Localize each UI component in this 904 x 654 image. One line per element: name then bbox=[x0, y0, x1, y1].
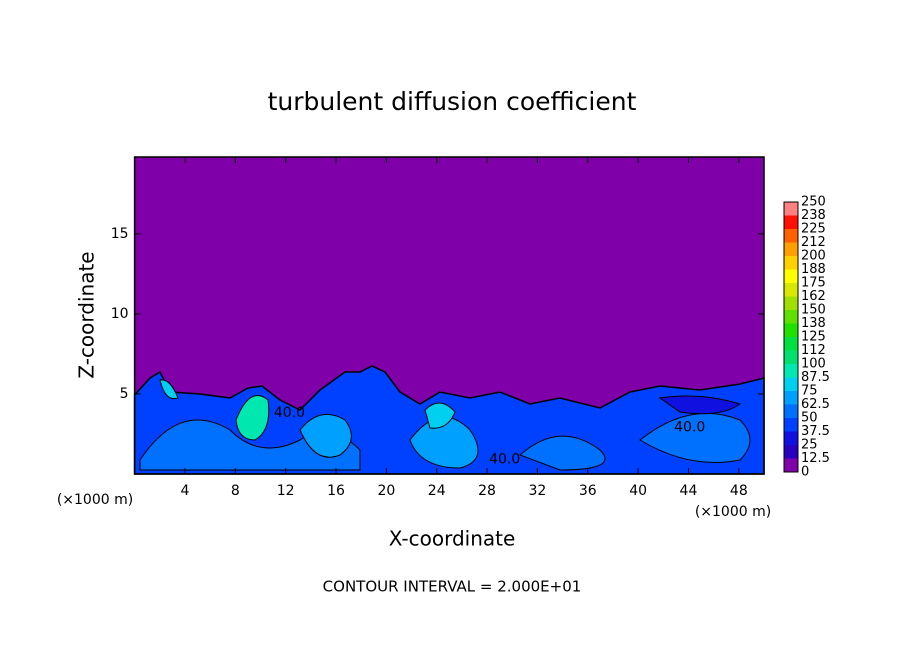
colorbar-label: 162 bbox=[801, 289, 826, 304]
x-tick-label: 36 bbox=[579, 483, 597, 499]
colorbar-label: 112 bbox=[801, 343, 826, 358]
colorbar-label: 188 bbox=[801, 262, 826, 277]
colorbar-label: 0 bbox=[801, 465, 809, 480]
colorbar-label: 37.5 bbox=[801, 424, 830, 439]
x-tick-label: 12 bbox=[277, 483, 295, 499]
x-tick-label: 20 bbox=[377, 483, 395, 499]
colorbar-band bbox=[784, 242, 798, 256]
colorbar-label: 212 bbox=[801, 235, 826, 250]
colorbar-band bbox=[784, 310, 798, 324]
turbulent-region bbox=[299, 413, 352, 458]
footer-note: CONTOUR INTERVAL = 2.000E+01 bbox=[323, 578, 582, 596]
colorbar-frame bbox=[783, 201, 799, 473]
y-axis-label: Z-coordinate bbox=[75, 251, 99, 378]
chart-title: turbulent diffusion coefficient bbox=[268, 87, 637, 116]
turbulent-region bbox=[519, 435, 606, 471]
colorbar-band bbox=[784, 269, 798, 283]
colorbar-band bbox=[784, 377, 798, 391]
x-tick-label: 16 bbox=[327, 483, 345, 499]
colorbar-band bbox=[784, 202, 798, 216]
colorbar-label: 138 bbox=[801, 316, 826, 331]
colorbar-band bbox=[784, 404, 798, 418]
colorbar-band bbox=[784, 215, 798, 229]
y-tick-label: 10 bbox=[111, 306, 129, 322]
colorbar-band bbox=[784, 350, 798, 364]
colorbar-label: 25 bbox=[801, 438, 818, 453]
colorbar-label: 50 bbox=[801, 411, 818, 426]
y-tick-label: 5 bbox=[120, 386, 129, 402]
colorbar-band bbox=[784, 323, 798, 337]
colorbar-label: 100 bbox=[801, 357, 826, 372]
colorbar-band bbox=[784, 296, 798, 310]
x-tick-label: 48 bbox=[730, 483, 748, 499]
colorbar-band bbox=[784, 364, 798, 378]
colorbar-label: 12.5 bbox=[801, 451, 830, 466]
plot-frame bbox=[133, 156, 765, 475]
turbulent-region bbox=[424, 402, 456, 429]
field bbox=[133, 157, 765, 475]
contour-label: 40.0 bbox=[489, 452, 520, 468]
x-unit: (×1000 m) bbox=[57, 492, 133, 508]
colorbar-band bbox=[784, 229, 798, 243]
colorbar-label: 62.5 bbox=[801, 397, 830, 412]
x-tick-label: 24 bbox=[428, 483, 446, 499]
colorbar-band bbox=[784, 445, 798, 459]
colorbar-label: 225 bbox=[801, 222, 826, 237]
colorbar-label: 200 bbox=[801, 249, 826, 264]
colorbar-label: 125 bbox=[801, 330, 826, 345]
turbulent-region bbox=[639, 412, 751, 463]
colorbar-label: 87.5 bbox=[801, 370, 830, 385]
colorbar-band bbox=[784, 391, 798, 405]
x-tick-label: 4 bbox=[180, 483, 189, 499]
contour-label: 40.0 bbox=[674, 420, 705, 436]
y-tick-label: 15 bbox=[111, 226, 129, 242]
colorbar-label: 238 bbox=[801, 208, 826, 223]
turbulent-region bbox=[159, 379, 179, 400]
colorbar-label: 75 bbox=[801, 384, 818, 399]
x-tick-label: 40 bbox=[629, 483, 647, 499]
x-tick-label: 28 bbox=[478, 483, 496, 499]
colorbar-band bbox=[784, 256, 798, 270]
turbulent-region bbox=[658, 395, 742, 415]
colorbar-label: 250 bbox=[801, 195, 826, 210]
colorbar-band bbox=[784, 337, 798, 351]
x-tick-label: 44 bbox=[680, 483, 698, 499]
x-tick-label: 8 bbox=[231, 483, 240, 499]
colorbar-band bbox=[784, 431, 798, 445]
x-unit: (×1000 m) bbox=[695, 504, 771, 520]
colorbar-label: 175 bbox=[801, 276, 826, 291]
colorbar-band bbox=[784, 458, 798, 472]
x-tick-label: 32 bbox=[529, 483, 547, 499]
colorbar-band bbox=[784, 418, 798, 432]
colorbar-label: 150 bbox=[801, 303, 826, 318]
contour-label: 40.0 bbox=[274, 405, 305, 421]
colorbar-band bbox=[784, 283, 798, 297]
turbulent-region bbox=[235, 395, 270, 441]
x-axis-label: X-coordinate bbox=[389, 527, 516, 551]
